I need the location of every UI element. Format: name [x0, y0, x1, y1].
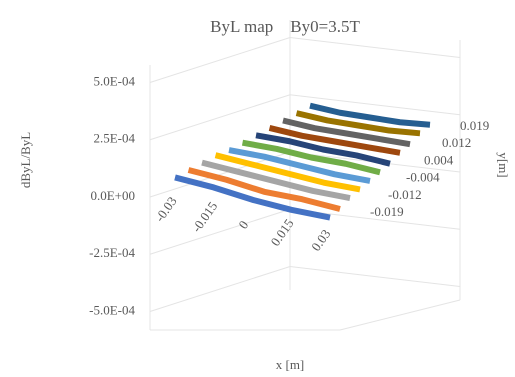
x-tick-label: 0: [235, 218, 251, 232]
ribbon: [309, 102, 431, 128]
ribbon: [295, 110, 421, 137]
ribbon: [174, 174, 331, 221]
x-tick-label: -0.015: [189, 199, 221, 235]
chart-title: ByL map By0=3.5T: [210, 17, 360, 36]
ribbon: [282, 117, 411, 148]
x-tick-label: 0.015: [267, 216, 296, 249]
x-axis-title: x [m]: [276, 357, 305, 372]
depth-tick-label: 0.004: [424, 152, 454, 167]
y-axis-title: dByL/ByL: [18, 132, 33, 188]
grid-line: [149, 36, 461, 83]
y-tick-label: -5.0E-04: [89, 302, 135, 317]
x-tick-label: -0.03: [152, 194, 180, 225]
depth-tick-label: -0.019: [370, 204, 404, 219]
ribbon: [228, 147, 371, 184]
ribbon: [187, 167, 341, 212]
depth-tick-label: 0.012: [442, 135, 471, 150]
x-tick-label: 0.03: [308, 227, 333, 254]
y-tick-label: 5.0E-04: [93, 73, 135, 88]
ribbon: [268, 124, 401, 156]
ribbon: [241, 139, 381, 176]
y-tick-label: 2.5E-04: [93, 131, 135, 146]
y-tick-label: -2.5E-04: [89, 245, 135, 260]
ribbon: [201, 159, 351, 202]
depth-tick-label: -0.012: [388, 187, 422, 202]
ribbon: [214, 152, 361, 193]
y-tick-label: 0.0E+00: [90, 188, 135, 203]
ribbon: [255, 132, 391, 167]
grid-line: [149, 94, 461, 141]
depth-axis-title: y[m]: [496, 152, 511, 177]
depth-tick-label: 0.019: [460, 118, 489, 133]
grid-line: [149, 265, 461, 312]
depth-tick-label: -0.004: [406, 170, 440, 185]
